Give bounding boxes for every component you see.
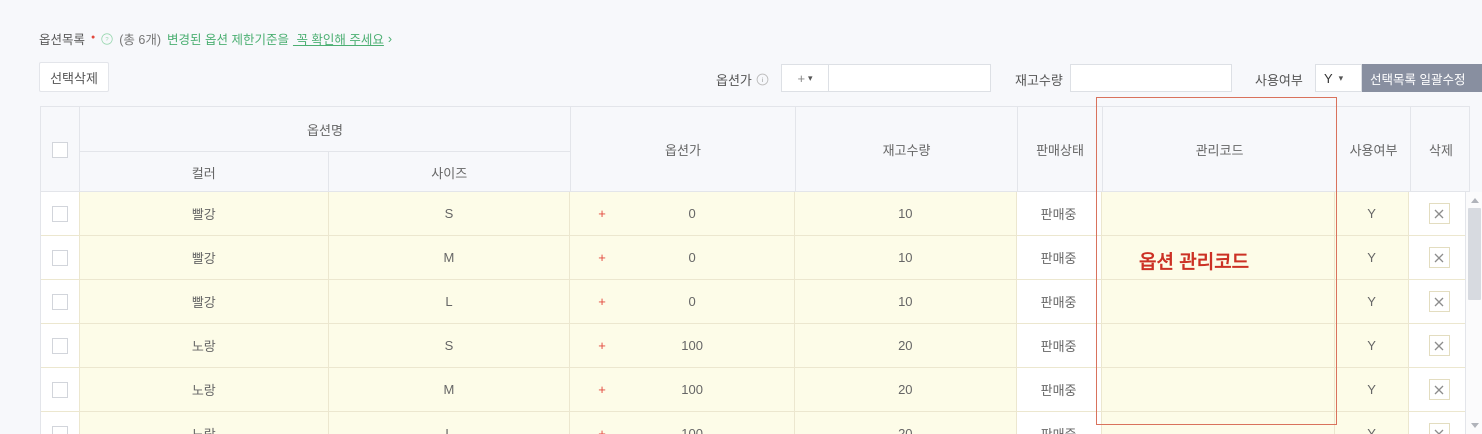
- svg-text:i: i: [762, 77, 763, 84]
- svg-text:?: ?: [106, 37, 109, 43]
